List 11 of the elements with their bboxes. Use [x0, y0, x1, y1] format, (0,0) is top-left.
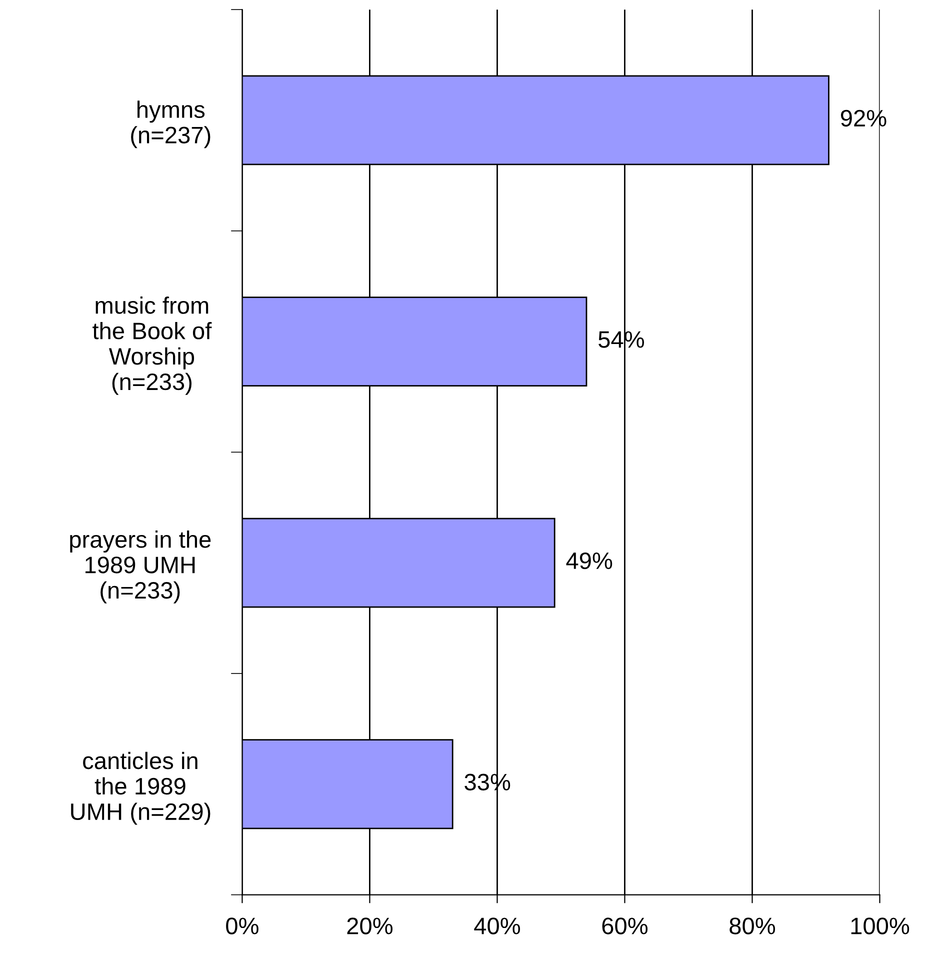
y-tick-label: music from the Book of Worship (n=233)	[92, 296, 212, 395]
x-tick-label: 80%	[730, 918, 776, 934]
x-tick-label: 40%	[474, 918, 520, 934]
y-tick-label: prayers in the 1989 UMH (n=233)	[70, 530, 211, 604]
x-tick-label: 0%	[226, 918, 258, 934]
x-tick-label: 100%	[851, 918, 910, 934]
y-tick-label: hymns (n=237)	[131, 100, 210, 148]
x-tick-label: 60%	[602, 918, 648, 934]
x-tick-label: 20%	[347, 918, 393, 934]
data-label: 49%	[566, 552, 612, 570]
y-tick-label: canticles in the 1989 UMH (n=229)	[71, 752, 210, 825]
